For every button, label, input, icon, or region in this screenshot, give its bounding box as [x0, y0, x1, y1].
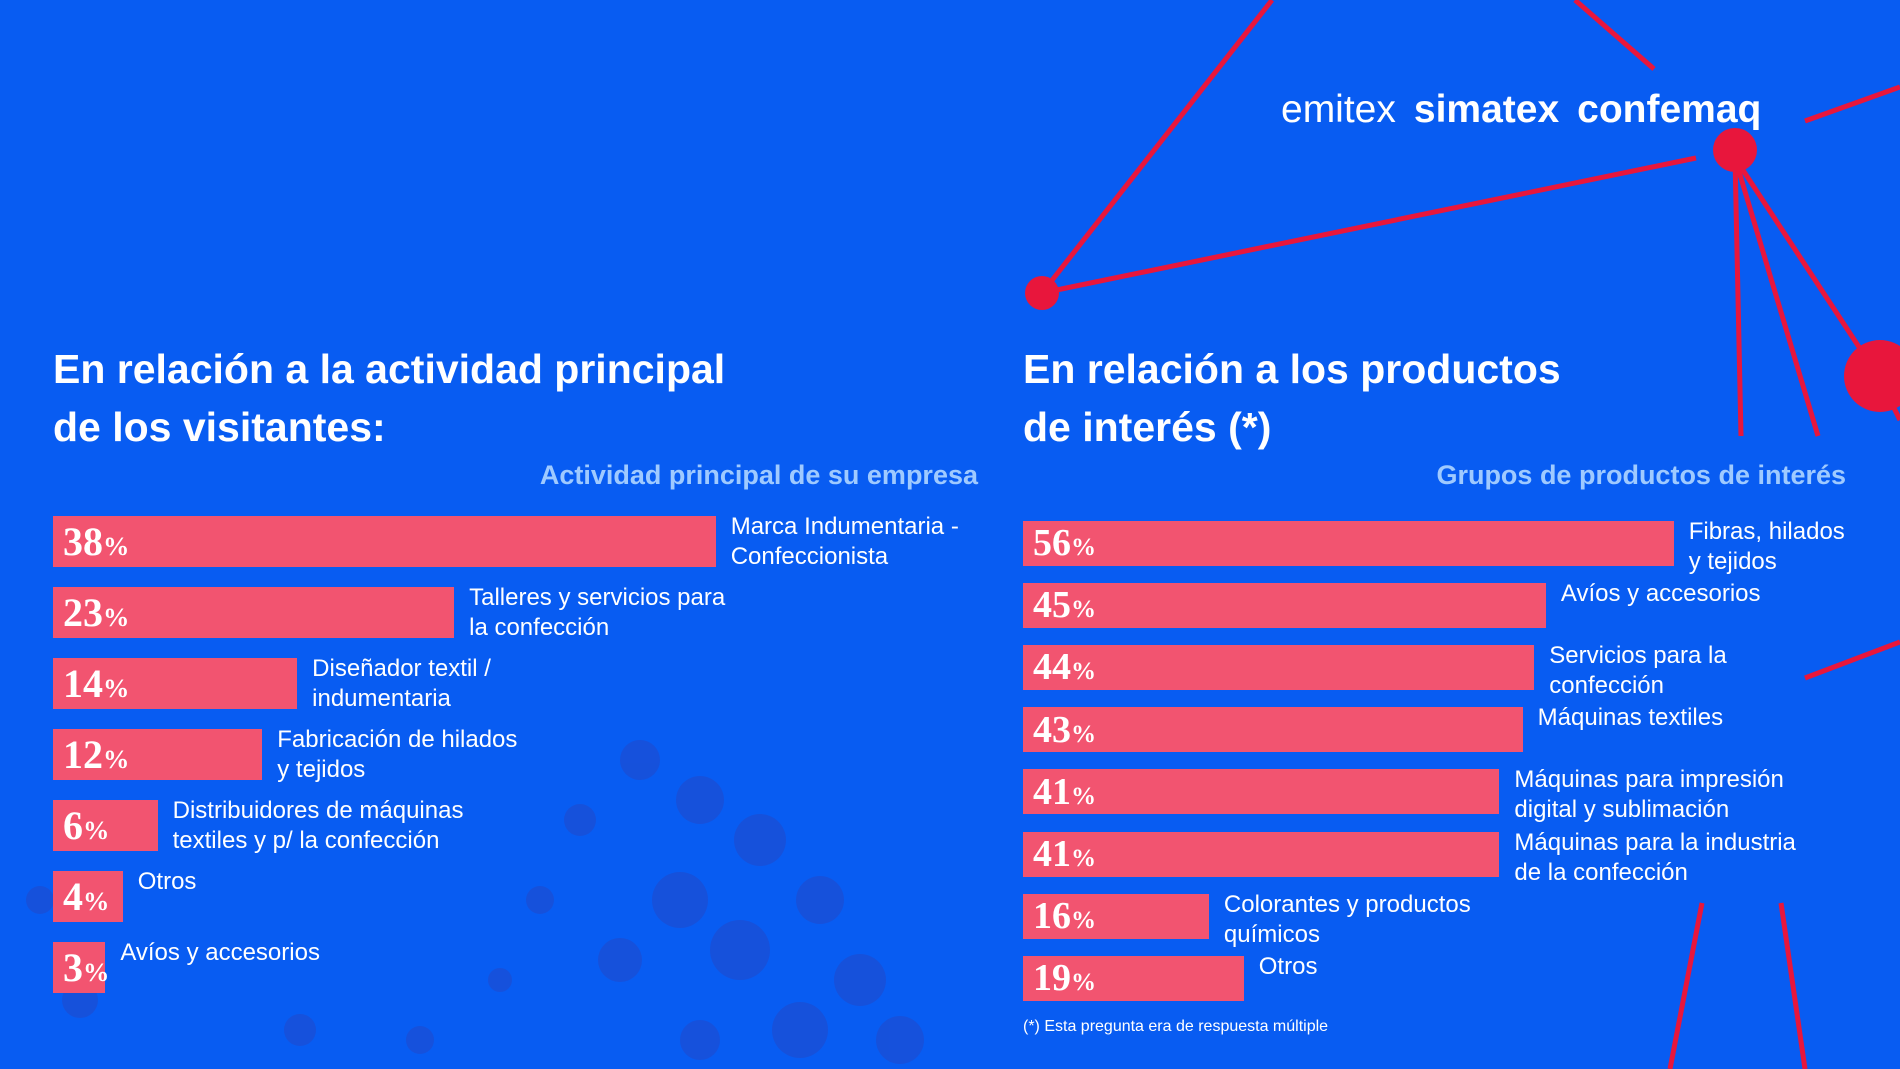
chart-subtitle: Grupos de productos de interés: [1436, 460, 1846, 490]
category-label: Avíos y accesorios: [1560, 579, 1761, 607]
chart-title: En relación a los productos de interés (…: [1023, 346, 1561, 450]
category-label: Marca Indumentaria - Confeccionista: [730, 512, 959, 570]
chart-title: En relación a la actividad principal de …: [53, 346, 726, 450]
value-label: 12%: [63, 732, 130, 778]
logo: emitex simatex confemaq: [1281, 88, 1761, 132]
value-label: 4%: [63, 874, 110, 920]
category-label: Distribuidores de máquinas textiles y p/…: [172, 796, 464, 854]
logo-word: confemaq: [1577, 88, 1762, 131]
category-label: Fabricación de hilados y tejidos: [277, 725, 518, 783]
bar: [1023, 955, 1244, 1001]
value-label: 41%: [1033, 770, 1097, 813]
bar: [53, 515, 716, 567]
bar: [1023, 644, 1535, 690]
value-label: 6%: [63, 803, 110, 849]
value-label: 43%: [1033, 708, 1097, 751]
value-label: 3%: [63, 945, 110, 991]
category-label: Servicios para la confección: [1549, 641, 1727, 699]
value-label: 45%: [1033, 584, 1097, 627]
value-label: 38%: [63, 518, 130, 564]
category-label: Otros: [1258, 952, 1318, 980]
value-label: 44%: [1033, 646, 1097, 689]
bar: [1023, 707, 1523, 753]
bar: [1023, 582, 1546, 628]
value-label: 14%: [63, 661, 130, 706]
bar: [53, 728, 263, 780]
category-label: Diseñador textil / indumentaria: [312, 654, 491, 712]
bar: [53, 942, 106, 994]
bar: [1023, 520, 1674, 566]
bar: [1023, 831, 1500, 877]
chart-subtitle: Actividad principal de su empresa: [539, 460, 978, 490]
category-label: Otros: [137, 868, 197, 895]
category-label: Máquinas textiles: [1537, 704, 1724, 732]
bar: [53, 657, 298, 709]
bar: [53, 799, 158, 851]
bar: [1023, 769, 1500, 815]
footnote: (*) Esta pregunta era de respuesta múlti…: [1023, 1018, 1329, 1035]
value-label: 23%: [63, 589, 130, 635]
value-label: 41%: [1033, 832, 1097, 875]
bar: [53, 871, 123, 922]
category-label: Colorantes y productos químicos: [1223, 890, 1471, 948]
logo-word: emitex: [1281, 88, 1396, 131]
bar: [1023, 893, 1209, 939]
category-label: Talleres y servicios para la confección: [469, 583, 726, 641]
value-label: 16%: [1033, 895, 1097, 938]
value-label: 56%: [1033, 521, 1097, 564]
logo-word: simatex: [1413, 88, 1560, 131]
bar: [53, 586, 455, 638]
value-label: 19%: [1033, 957, 1097, 1000]
category-label: Máquinas para impresión digital y sublim…: [1514, 766, 1784, 824]
category-label: Avíos y accesorios: [120, 939, 320, 967]
category-label: Máquinas para la industria de la confecc…: [1514, 828, 1796, 886]
category-label: Fibras, hilados y tejidos: [1688, 517, 1845, 575]
